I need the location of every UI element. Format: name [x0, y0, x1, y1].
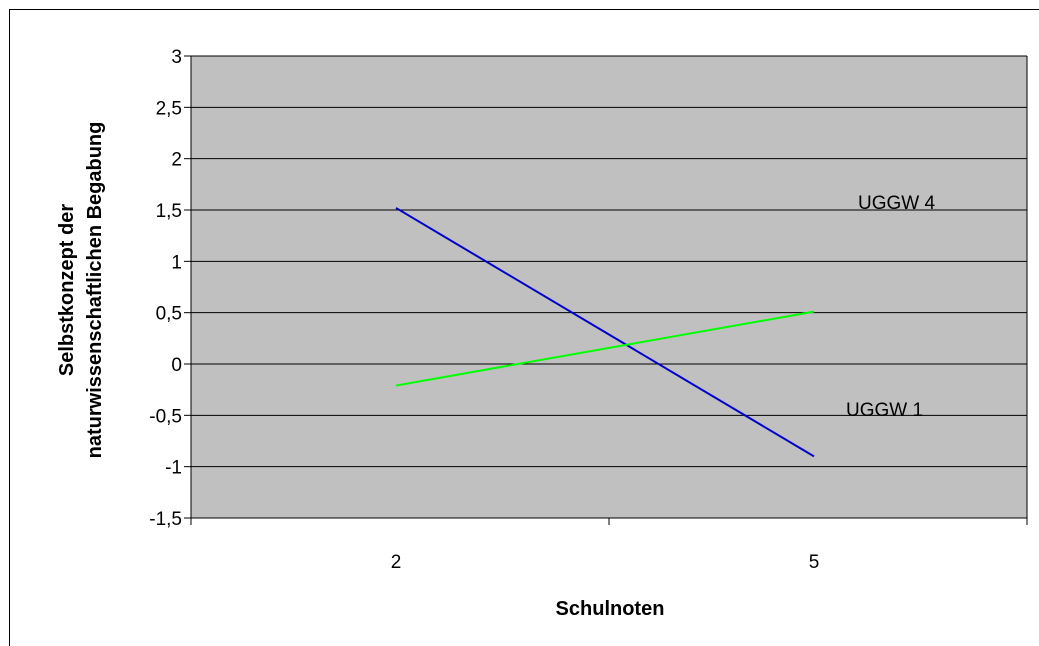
plot-background: [191, 56, 1027, 518]
series-line-uggw1: [395, 207, 815, 458]
x-tick-label: 5: [809, 552, 820, 573]
y-tick-label: 2: [171, 150, 182, 171]
series-label-uggw1: UGGW 1: [846, 400, 923, 421]
y-tick-label: -0,5: [149, 406, 182, 427]
y-tick-label: -1: [165, 458, 182, 479]
series-lines: [395, 207, 815, 458]
y-tick-label: 0: [171, 355, 182, 376]
y-axis-title-line-2: naturwissenschaftlichen Begabung: [84, 122, 106, 459]
y-tick-label: 1,5: [156, 201, 182, 222]
chart-frame: [9, 9, 1039, 646]
axes: [184, 55, 1028, 525]
y-tick-label: 2,5: [156, 98, 182, 119]
y-tick-labels: 3 2,5 2 1,5 1 0,5 0 -0,5 -1 -1,5: [149, 47, 182, 530]
series-line-uggw4: [395, 310, 815, 387]
y-axis-title-line-1: Selbstkonzept der: [56, 204, 78, 376]
y-tick-label: 1: [171, 252, 182, 273]
series-label-uggw4: UGGW 4: [858, 193, 935, 214]
y-tick-label: 3: [171, 47, 182, 68]
x-axis-title: Schulnoten: [556, 598, 665, 620]
plot-area: [191, 56, 1027, 518]
y-tick-label: 0,5: [156, 304, 182, 325]
y-tick-label: -1,5: [149, 509, 182, 530]
x-tick-label: 2: [391, 552, 402, 573]
